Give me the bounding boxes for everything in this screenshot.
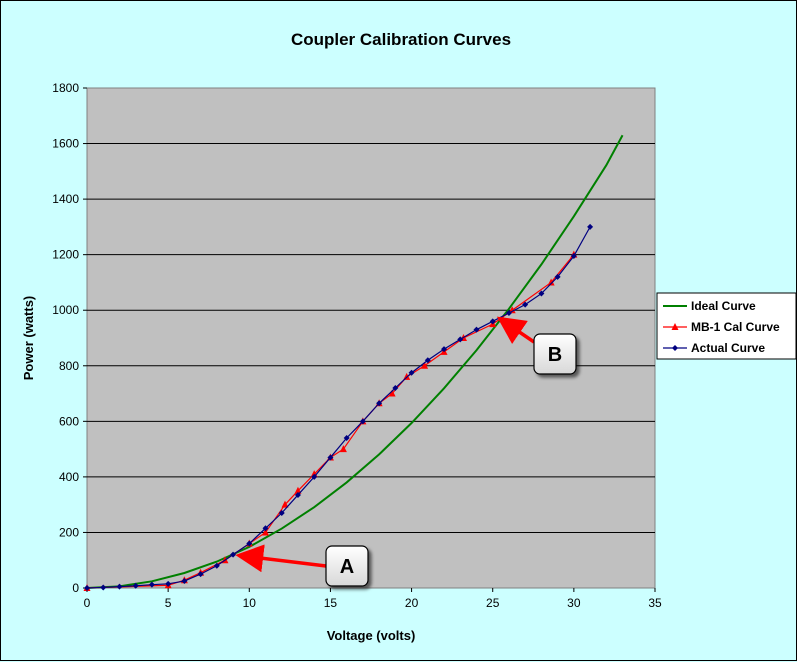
legend-label: MB-1 Cal Curve — [691, 320, 780, 334]
data-point — [547, 278, 555, 286]
x-tick-label: 5 — [165, 596, 172, 610]
data-point — [84, 585, 90, 591]
data-point — [262, 528, 270, 536]
data-point — [554, 273, 561, 280]
data-point — [230, 551, 237, 558]
data-point — [508, 306, 516, 314]
data-point — [538, 290, 545, 297]
data-point — [505, 310, 512, 316]
legend: Ideal Curve MB-1 Cal Curve Actual Curve — [656, 292, 797, 360]
chart-title: Coupler Calibration Curves — [291, 30, 511, 49]
y-tick-label: 1400 — [52, 192, 79, 206]
data-point — [457, 336, 464, 343]
x-tick-label: 15 — [324, 596, 338, 610]
data-point — [441, 346, 448, 353]
data-point — [570, 253, 577, 260]
data-point — [421, 361, 429, 369]
annotation-label: A — [340, 556, 354, 578]
data-point — [294, 486, 302, 494]
data-point — [339, 445, 347, 453]
data-point — [294, 491, 301, 498]
data-point — [392, 385, 399, 391]
y-tick-label: 1200 — [52, 248, 79, 262]
data-point — [281, 500, 289, 508]
legend-marker — [672, 345, 678, 351]
data-point — [100, 584, 107, 591]
data-point — [116, 583, 123, 590]
legend-item: Actual Curve — [663, 341, 765, 355]
annotation-arrow — [496, 316, 535, 345]
grid-lines — [87, 143, 655, 533]
y-axis-ticks: 0 200 400 600 800 1000 1200 1400 1600 1800 — [52, 81, 87, 595]
data-point — [278, 510, 285, 516]
y-tick-label: 600 — [59, 414, 79, 428]
y-tick-label: 800 — [59, 359, 79, 373]
x-axis-ticks: 0 5 10 15 20 25 30 35 — [84, 588, 662, 610]
annotation-b: B — [496, 316, 577, 375]
annotation-box — [325, 545, 369, 587]
data-point — [424, 357, 431, 364]
legend-item: MB-1 Cal Curve — [663, 320, 780, 334]
data-point — [148, 581, 155, 588]
legend-marker — [671, 323, 679, 330]
y-tick-label: 1800 — [52, 81, 79, 95]
data-point — [473, 326, 480, 333]
x-tick-label: 10 — [243, 596, 257, 610]
x-tick-label: 25 — [486, 596, 500, 610]
data-point — [181, 578, 188, 585]
y-tick-label: 0 — [72, 581, 79, 595]
x-tick-label: 0 — [84, 596, 91, 610]
data-point — [408, 369, 415, 376]
series-0 — [86, 134, 624, 589]
series-line — [86, 134, 624, 589]
data-point — [165, 580, 172, 587]
data-point — [359, 418, 366, 425]
y-axis-label: Power (watts) — [21, 296, 36, 381]
legend-item: Ideal Curve — [663, 299, 756, 313]
data-point — [197, 571, 204, 578]
data-point — [311, 473, 318, 480]
x-axis-label: Voltage (volts) — [327, 628, 416, 643]
data-point — [489, 318, 496, 325]
data-point — [132, 582, 139, 589]
annotation-arrow — [235, 544, 327, 573]
annotation-layer: AB — [235, 316, 577, 587]
data-point — [213, 562, 220, 569]
legend-label: Ideal Curve — [691, 299, 756, 313]
annotation-label: B — [548, 344, 562, 366]
annotation-a: A — [235, 544, 369, 587]
data-point — [388, 389, 396, 397]
data-point — [327, 454, 334, 461]
legend-label: Actual Curve — [691, 341, 765, 355]
data-point — [262, 525, 269, 532]
y-tick-label: 200 — [59, 525, 79, 539]
data-point — [587, 223, 594, 230]
annotation-box — [533, 333, 577, 375]
data-point — [522, 301, 529, 308]
y-tick-label: 1000 — [52, 303, 79, 317]
data-point — [343, 435, 350, 441]
data-point — [376, 400, 383, 407]
series-line — [86, 226, 591, 589]
x-tick-label: 30 — [567, 596, 581, 610]
y-tick-label: 1600 — [52, 137, 79, 151]
y-tick-label: 400 — [59, 470, 79, 484]
x-tick-label: 20 — [405, 596, 419, 610]
x-tick-label: 35 — [648, 596, 662, 610]
